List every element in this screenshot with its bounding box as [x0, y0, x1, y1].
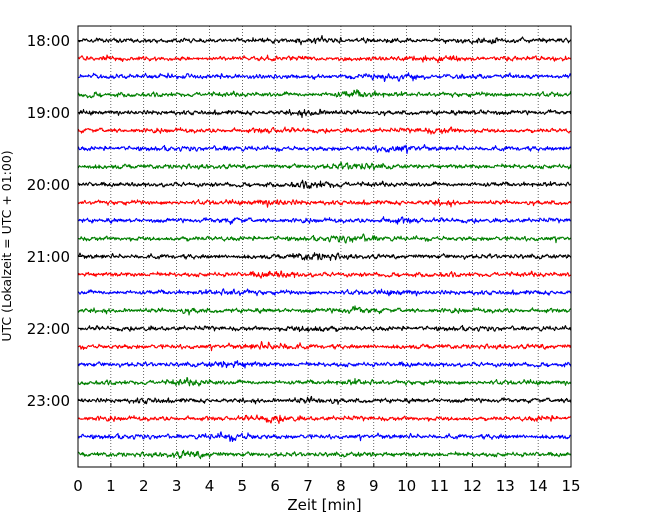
seismic-trace	[77, 449, 572, 460]
seismic-trace	[77, 252, 572, 261]
y-tick-label: 18:00	[27, 32, 70, 50]
y-ticks: 18:00 19:00 20:00 21:00 22:00 23:00	[27, 32, 82, 410]
trace-layer	[77, 34, 572, 460]
seismic-trace	[77, 270, 572, 279]
seismic-trace	[77, 233, 572, 244]
x-tick-label: 3	[172, 477, 182, 495]
x-axis-label: Zeit [min]	[287, 496, 361, 514]
x-tick-label: 14	[529, 477, 548, 495]
x-tick-label: 10	[397, 477, 416, 495]
seismic-trace	[77, 144, 572, 155]
seismic-trace	[77, 72, 572, 83]
x-ticks: 0 1 2 3 4 5 6 7 8 9 10 11 12 13 14 15	[73, 463, 581, 495]
x-tick-label: 12	[463, 477, 482, 495]
x-tick-label: 13	[496, 477, 515, 495]
x-tick-label: 6	[270, 477, 280, 495]
seismic-trace	[77, 216, 572, 225]
axes-frame	[77, 25, 572, 468]
seismic-trace	[77, 305, 572, 316]
y-tick-label: 21:00	[27, 248, 70, 266]
x-tick-label: 1	[106, 477, 116, 495]
seismic-trace	[77, 89, 572, 99]
seismic-trace	[77, 414, 572, 425]
x-tick-label: 11	[430, 477, 449, 495]
seismic-trace	[77, 198, 572, 208]
x-tick-label: 9	[369, 477, 379, 495]
x-tick-label: 15	[561, 477, 580, 495]
seismic-trace	[77, 340, 572, 352]
seismic-trace	[77, 126, 572, 135]
y-axis-label: UTC (Lokalzeit = UTC + 01:00)	[0, 150, 14, 341]
x-tick-label: 7	[303, 477, 313, 495]
seismic-trace	[77, 324, 572, 333]
seismic-trace	[77, 288, 572, 297]
y-tick-label: 20:00	[27, 176, 70, 194]
seismic-trace	[77, 431, 572, 443]
x-tick-label: 4	[205, 477, 215, 495]
seismic-trace	[77, 161, 572, 171]
x-tick-label: 2	[139, 477, 149, 495]
seismic-trace	[77, 179, 572, 189]
x-tick-label: 0	[73, 477, 83, 495]
seismic-trace	[77, 54, 572, 64]
y-tick-label: 19:00	[27, 104, 70, 122]
seismic-trace	[77, 360, 572, 369]
x-tick-label: 8	[336, 477, 346, 495]
y-tick-label: 22:00	[27, 320, 70, 338]
seismic-trace	[77, 395, 572, 405]
seismic-trace	[77, 376, 572, 387]
x-tick-label: 5	[238, 477, 248, 495]
y-tick-label: 23:00	[27, 392, 70, 410]
seismic-trace	[77, 108, 572, 119]
seismic-trace	[77, 34, 572, 46]
